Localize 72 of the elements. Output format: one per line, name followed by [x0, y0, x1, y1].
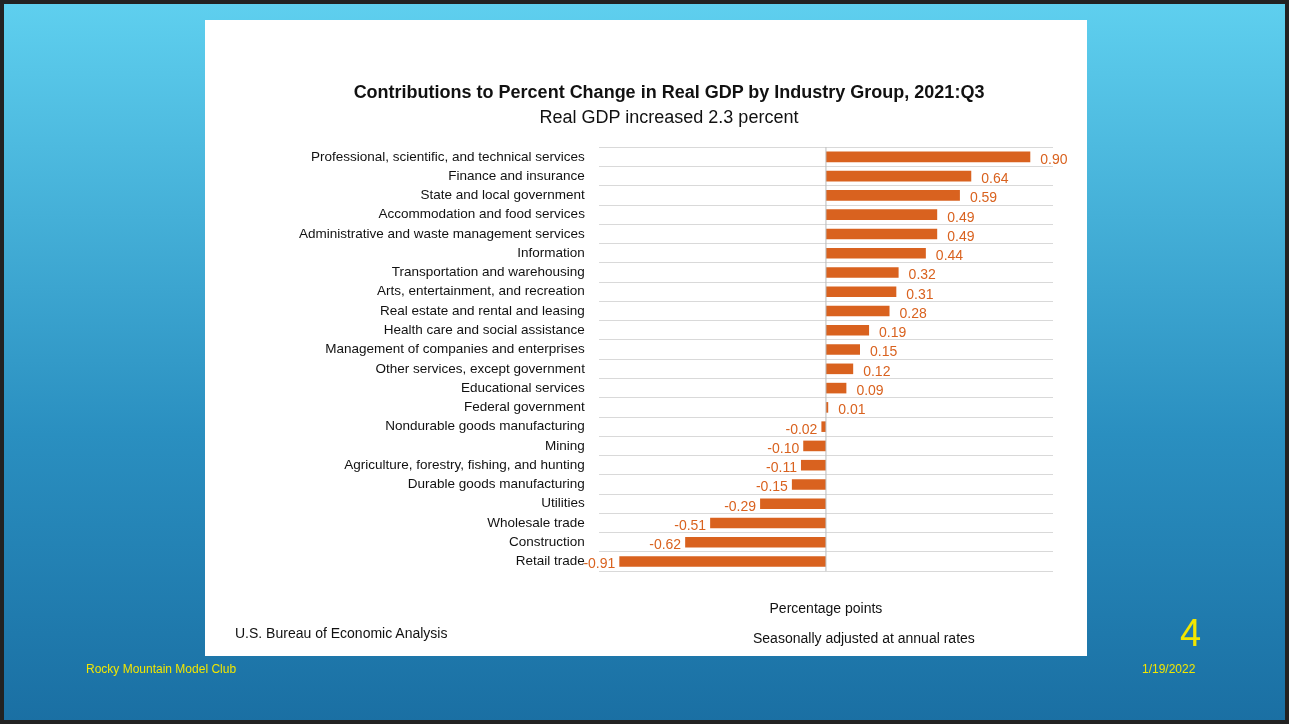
- y-tick-label: Health care and social assistance: [383, 322, 585, 338]
- y-tick-label: Federal government: [464, 399, 586, 415]
- bar: [825, 209, 938, 220]
- bar: [825, 247, 926, 259]
- y-tick-label: Professional, scientific, and technical services: [310, 148, 586, 164]
- text: 1/19/2022: [1142, 662, 1196, 676]
- bar: [800, 459, 826, 471]
- data-label: 0.12: [863, 362, 891, 379]
- y-tick-label: State and local government: [420, 187, 586, 203]
- bar: [825, 305, 890, 317]
- x-axis-title: Percentage points: [769, 600, 883, 617]
- text: 4: [1180, 612, 1202, 655]
- y-tick-label: Agriculture, forestry, fishing, and hunting: [344, 456, 585, 472]
- text: U.S. Bureau of Economic Analysis: [235, 625, 448, 641]
- data-label: -0.02: [785, 420, 818, 437]
- text: Seasonally adjusted at annual rates: [753, 630, 975, 646]
- bar: [825, 170, 972, 182]
- y-tick-label: Information: [517, 244, 585, 260]
- chart-title: Contributions to Percent Change in Real GDP by Industry Group, 2021:Q3: [353, 81, 985, 102]
- y-tick-label: Administrative and waste management services: [298, 225, 586, 241]
- data-label: 0.49: [947, 208, 975, 225]
- bar: [825, 324, 870, 336]
- bar: [825, 228, 938, 240]
- data-label: -0.62: [649, 536, 682, 553]
- bar: [825, 190, 960, 201]
- data-label: -0.29: [724, 497, 757, 514]
- chart-subtitle: Real GDP increased 2.3 percent: [539, 107, 799, 128]
- y-tick-label: Mining: [545, 437, 585, 453]
- y-tick-label: Management of companies and enterprises: [325, 341, 586, 357]
- y-tick-label: Arts, entertainment, and recreation: [377, 283, 585, 299]
- data-label: 0.19: [879, 324, 907, 341]
- bar: [710, 517, 826, 529]
- y-tick-label: Transportation and warehousing: [391, 264, 585, 280]
- y-tick-label: Utilities: [541, 495, 586, 511]
- data-label: 0.90: [1040, 150, 1068, 167]
- data-label: 0.59: [969, 189, 998, 206]
- y-tick-label: Durable goods manufacturing: [407, 476, 585, 492]
- y-tick-label: Wholesale trade: [487, 514, 585, 530]
- bar: [825, 267, 899, 278]
- bar: [825, 363, 854, 375]
- data-label: -0.91: [583, 555, 616, 572]
- y-tick-label: Educational services: [461, 379, 586, 395]
- bar: [825, 344, 860, 355]
- data-label: 0.64: [981, 169, 1009, 186]
- text: Rocky Mountain Model Club: [86, 662, 237, 676]
- data-label: -0.11: [766, 459, 798, 476]
- data-label: 0.31: [906, 285, 934, 302]
- data-label: 0.28: [899, 304, 927, 321]
- bar: [760, 498, 826, 510]
- data-label: 0.32: [908, 266, 937, 283]
- data-label: 0.01: [838, 401, 866, 418]
- bar: [791, 479, 826, 490]
- y-tick-label: Real estate and rental and leasing: [379, 302, 585, 318]
- bar: [803, 440, 826, 452]
- y-tick-label: Retail trade: [515, 553, 585, 569]
- bar: [825, 151, 1031, 163]
- y-tick-label: Construction: [509, 534, 585, 550]
- y-tick-label: Nondurable goods manufacturing: [385, 418, 585, 434]
- data-label: 0.15: [870, 343, 898, 360]
- data-label: -0.51: [674, 516, 707, 533]
- data-label: -0.10: [767, 439, 800, 456]
- y-tick-label: Finance and insurance: [448, 167, 585, 183]
- bar: [825, 286, 897, 298]
- y-tick-label: Other services, except government: [375, 360, 586, 376]
- bar: [619, 556, 826, 567]
- bar: [685, 536, 826, 548]
- data-label: -0.15: [755, 478, 789, 495]
- data-label: 0.09: [856, 381, 884, 398]
- data-label: 0.49: [947, 227, 975, 244]
- data-label: 0.44: [935, 247, 964, 264]
- bar: [821, 421, 826, 432]
- y-tick-label: Accommodation and food services: [378, 206, 586, 222]
